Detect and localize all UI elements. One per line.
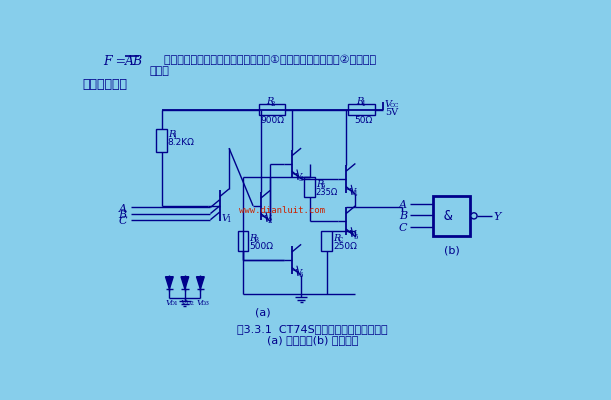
Text: B: B	[119, 210, 126, 220]
Text: 8.2KΩ: 8.2KΩ	[168, 138, 195, 147]
Polygon shape	[197, 277, 204, 289]
Polygon shape	[181, 277, 189, 289]
Text: 6: 6	[299, 271, 303, 279]
Text: D2: D2	[186, 300, 195, 306]
Text: &: &	[444, 209, 452, 223]
Bar	[238, 231, 249, 251]
Text: CC: CC	[389, 103, 399, 108]
Text: V: V	[181, 299, 187, 307]
Text: R: R	[356, 97, 364, 106]
Text: V: V	[221, 214, 229, 222]
Text: Y: Y	[493, 212, 500, 222]
Text: V: V	[348, 188, 356, 197]
Text: AB: AB	[125, 55, 144, 68]
Text: 4: 4	[353, 190, 357, 198]
Text: V: V	[385, 100, 392, 109]
Text: V: V	[263, 215, 270, 224]
Text: 1: 1	[226, 216, 230, 224]
Bar	[433, 196, 470, 236]
Text: R: R	[316, 180, 323, 189]
Text: (a) 电路图；(b) 逻辑符号: (a) 电路图；(b) 逻辑符号	[267, 335, 359, 345]
Bar	[304, 177, 315, 197]
Text: (a): (a)	[255, 308, 270, 318]
Bar	[321, 231, 332, 251]
Text: 5V: 5V	[385, 108, 398, 117]
Text: 3: 3	[299, 175, 303, 183]
Text: V: V	[294, 173, 301, 182]
Text: 900Ω: 900Ω	[261, 116, 285, 125]
Text: B: B	[399, 211, 408, 221]
Text: 5: 5	[321, 182, 325, 190]
Bar	[258, 104, 285, 115]
Text: (b): (b)	[444, 245, 459, 255]
Text: 4: 4	[361, 100, 365, 108]
Text: A: A	[400, 200, 408, 210]
Text: D1: D1	[170, 300, 179, 306]
Text: D3: D3	[201, 300, 210, 306]
Text: C: C	[337, 236, 343, 244]
Text: V: V	[197, 299, 202, 307]
Text: 二、工作速度: 二、工作速度	[82, 78, 128, 91]
Text: C: C	[399, 223, 408, 233]
Text: 5: 5	[353, 233, 357, 241]
Text: R: R	[249, 234, 257, 242]
Text: 2: 2	[271, 100, 276, 108]
Text: V: V	[294, 269, 301, 278]
Bar	[348, 104, 375, 115]
Text: 235Ω: 235Ω	[316, 188, 338, 197]
Text: B: B	[254, 236, 259, 244]
Text: 500Ω: 500Ω	[249, 242, 273, 251]
Text: 输出级总是一管导通，另一管截止，①所以带负载能力强，②减小静态: 输出级总是一管导通，另一管截止，①所以带负载能力强，②减小静态	[150, 55, 376, 65]
Bar	[156, 129, 167, 152]
Text: F =: F =	[103, 55, 131, 68]
Text: R: R	[168, 130, 175, 139]
Circle shape	[471, 213, 477, 219]
Text: A: A	[119, 204, 126, 214]
Text: R: R	[333, 234, 340, 242]
Text: 1: 1	[172, 133, 177, 141]
Text: 50Ω: 50Ω	[354, 116, 372, 125]
Text: www.dianluit.com: www.dianluit.com	[239, 206, 325, 215]
Text: C: C	[119, 216, 126, 226]
Text: V: V	[348, 230, 356, 240]
Text: 250Ω: 250Ω	[333, 242, 357, 251]
Text: 图3.3.1  CT74S系列与非门及其逻辑符号: 图3.3.1 CT74S系列与非门及其逻辑符号	[238, 324, 388, 334]
Text: 功耗。: 功耗。	[150, 66, 170, 76]
Text: V: V	[166, 299, 172, 307]
Polygon shape	[166, 277, 174, 289]
Text: R: R	[266, 97, 274, 106]
Text: 2: 2	[268, 218, 273, 226]
